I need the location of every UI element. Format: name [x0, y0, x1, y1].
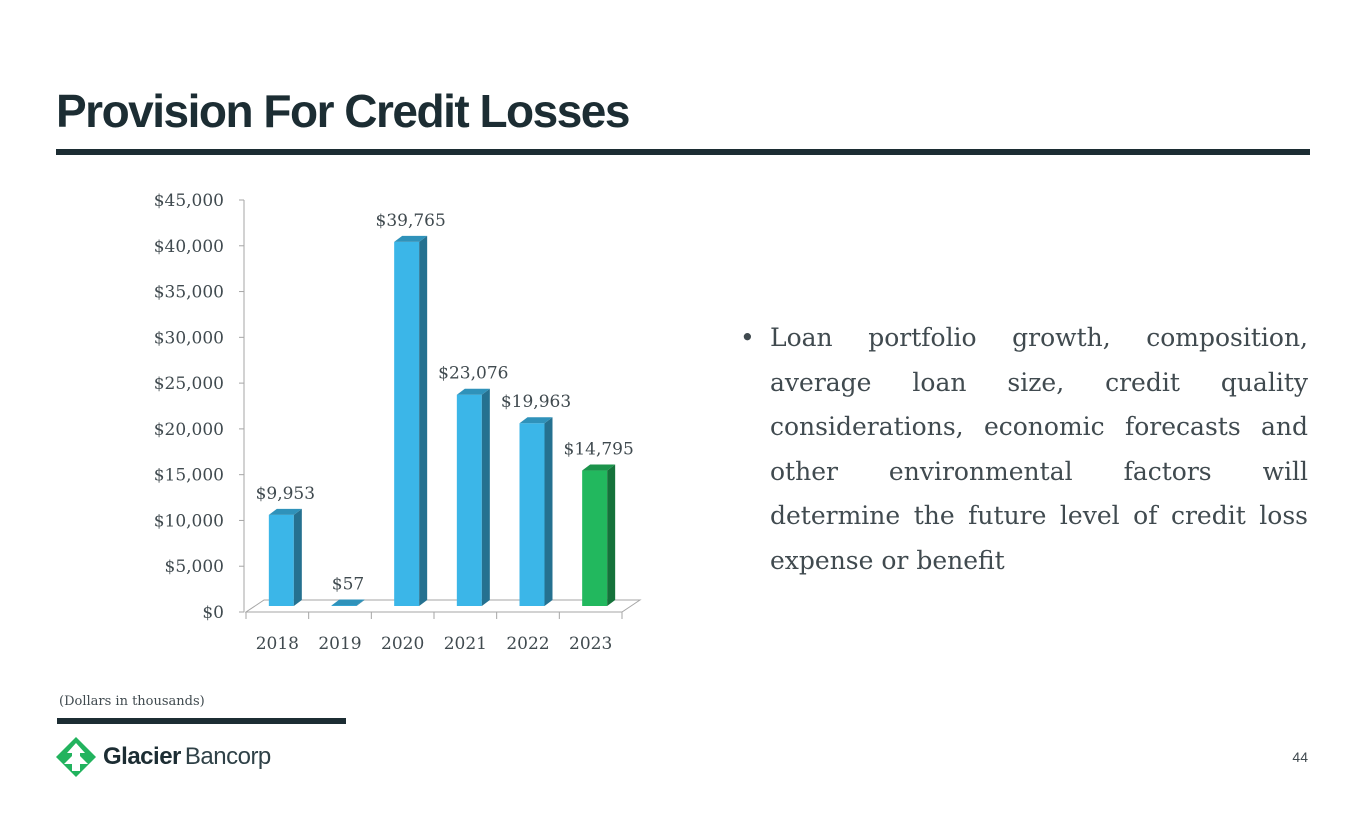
bar-front [519, 423, 545, 606]
bar-front [268, 514, 294, 606]
bar-front [394, 241, 420, 607]
bar-data-label: $19,963 [501, 392, 571, 412]
bar-side [419, 235, 428, 607]
logo-wordmark: Glacier Bancorp [103, 743, 271, 771]
y-tick-label: $40,000 [154, 237, 224, 257]
x-tick-label: 2019 [318, 634, 361, 654]
bar-data-label: $39,765 [376, 211, 446, 231]
bar-side [481, 388, 490, 606]
y-tick-label: $0 [202, 603, 224, 623]
bullet-text: Loan portfolio growth, composition, aver… [770, 323, 1308, 575]
y-tick-label: $15,000 [154, 466, 224, 486]
bar-front [331, 605, 357, 606]
bar-top [394, 235, 428, 242]
y-tick-label: $45,000 [154, 191, 224, 211]
page-number: 44 [1292, 749, 1308, 765]
bar-top [519, 417, 553, 424]
y-tick-label: $30,000 [154, 328, 224, 348]
y-tick-label: $5,000 [165, 557, 224, 577]
logo-word-glacier: Glacier [103, 743, 181, 770]
bar-data-label: $9,953 [256, 484, 315, 504]
bar-side [544, 417, 553, 606]
x-tick-label: 2023 [569, 634, 612, 654]
bar-top [268, 508, 302, 515]
company-logo: Glacier Bancorp [55, 736, 271, 778]
logo-word-bancorp: Bancorp [184, 743, 271, 770]
x-tick-label: 2021 [444, 634, 487, 654]
bar-data-label: $23,076 [438, 364, 508, 384]
bar-side [356, 599, 365, 606]
chart-floor [244, 599, 642, 613]
bar-data-label: $57 [332, 574, 364, 594]
bar-front [456, 394, 482, 606]
bar-top [331, 599, 365, 606]
y-tick-label: $20,000 [154, 420, 224, 440]
footnote-divider [57, 718, 346, 724]
x-tick-label: 2020 [381, 634, 424, 654]
bar-top [456, 388, 490, 395]
x-tick-label: 2022 [506, 634, 549, 654]
bar-top [582, 464, 616, 471]
bullet-marker: • [740, 323, 755, 352]
provision-bar-chart: $0 $5,000 $10,000 $15,000 $20,000 $25,000 $30,… [154, 191, 642, 654]
title-divider [56, 149, 1310, 155]
bar-side [607, 464, 616, 606]
bullet-point: • Loan portfolio growth, composition, av… [740, 316, 1308, 583]
bar-front [582, 470, 608, 606]
bar-side [293, 508, 302, 606]
units-footnote: (Dollars in thousands) [59, 694, 205, 709]
x-tick-label: 2018 [256, 634, 299, 654]
bar-data-label: $14,795 [564, 440, 634, 460]
y-tick-label: $10,000 [154, 511, 224, 531]
slide-title: Provision For Credit Losses [56, 85, 630, 137]
glacier-tree-icon [56, 737, 96, 777]
y-tick-label: $35,000 [154, 283, 224, 303]
y-tick-label: $25,000 [154, 374, 224, 394]
